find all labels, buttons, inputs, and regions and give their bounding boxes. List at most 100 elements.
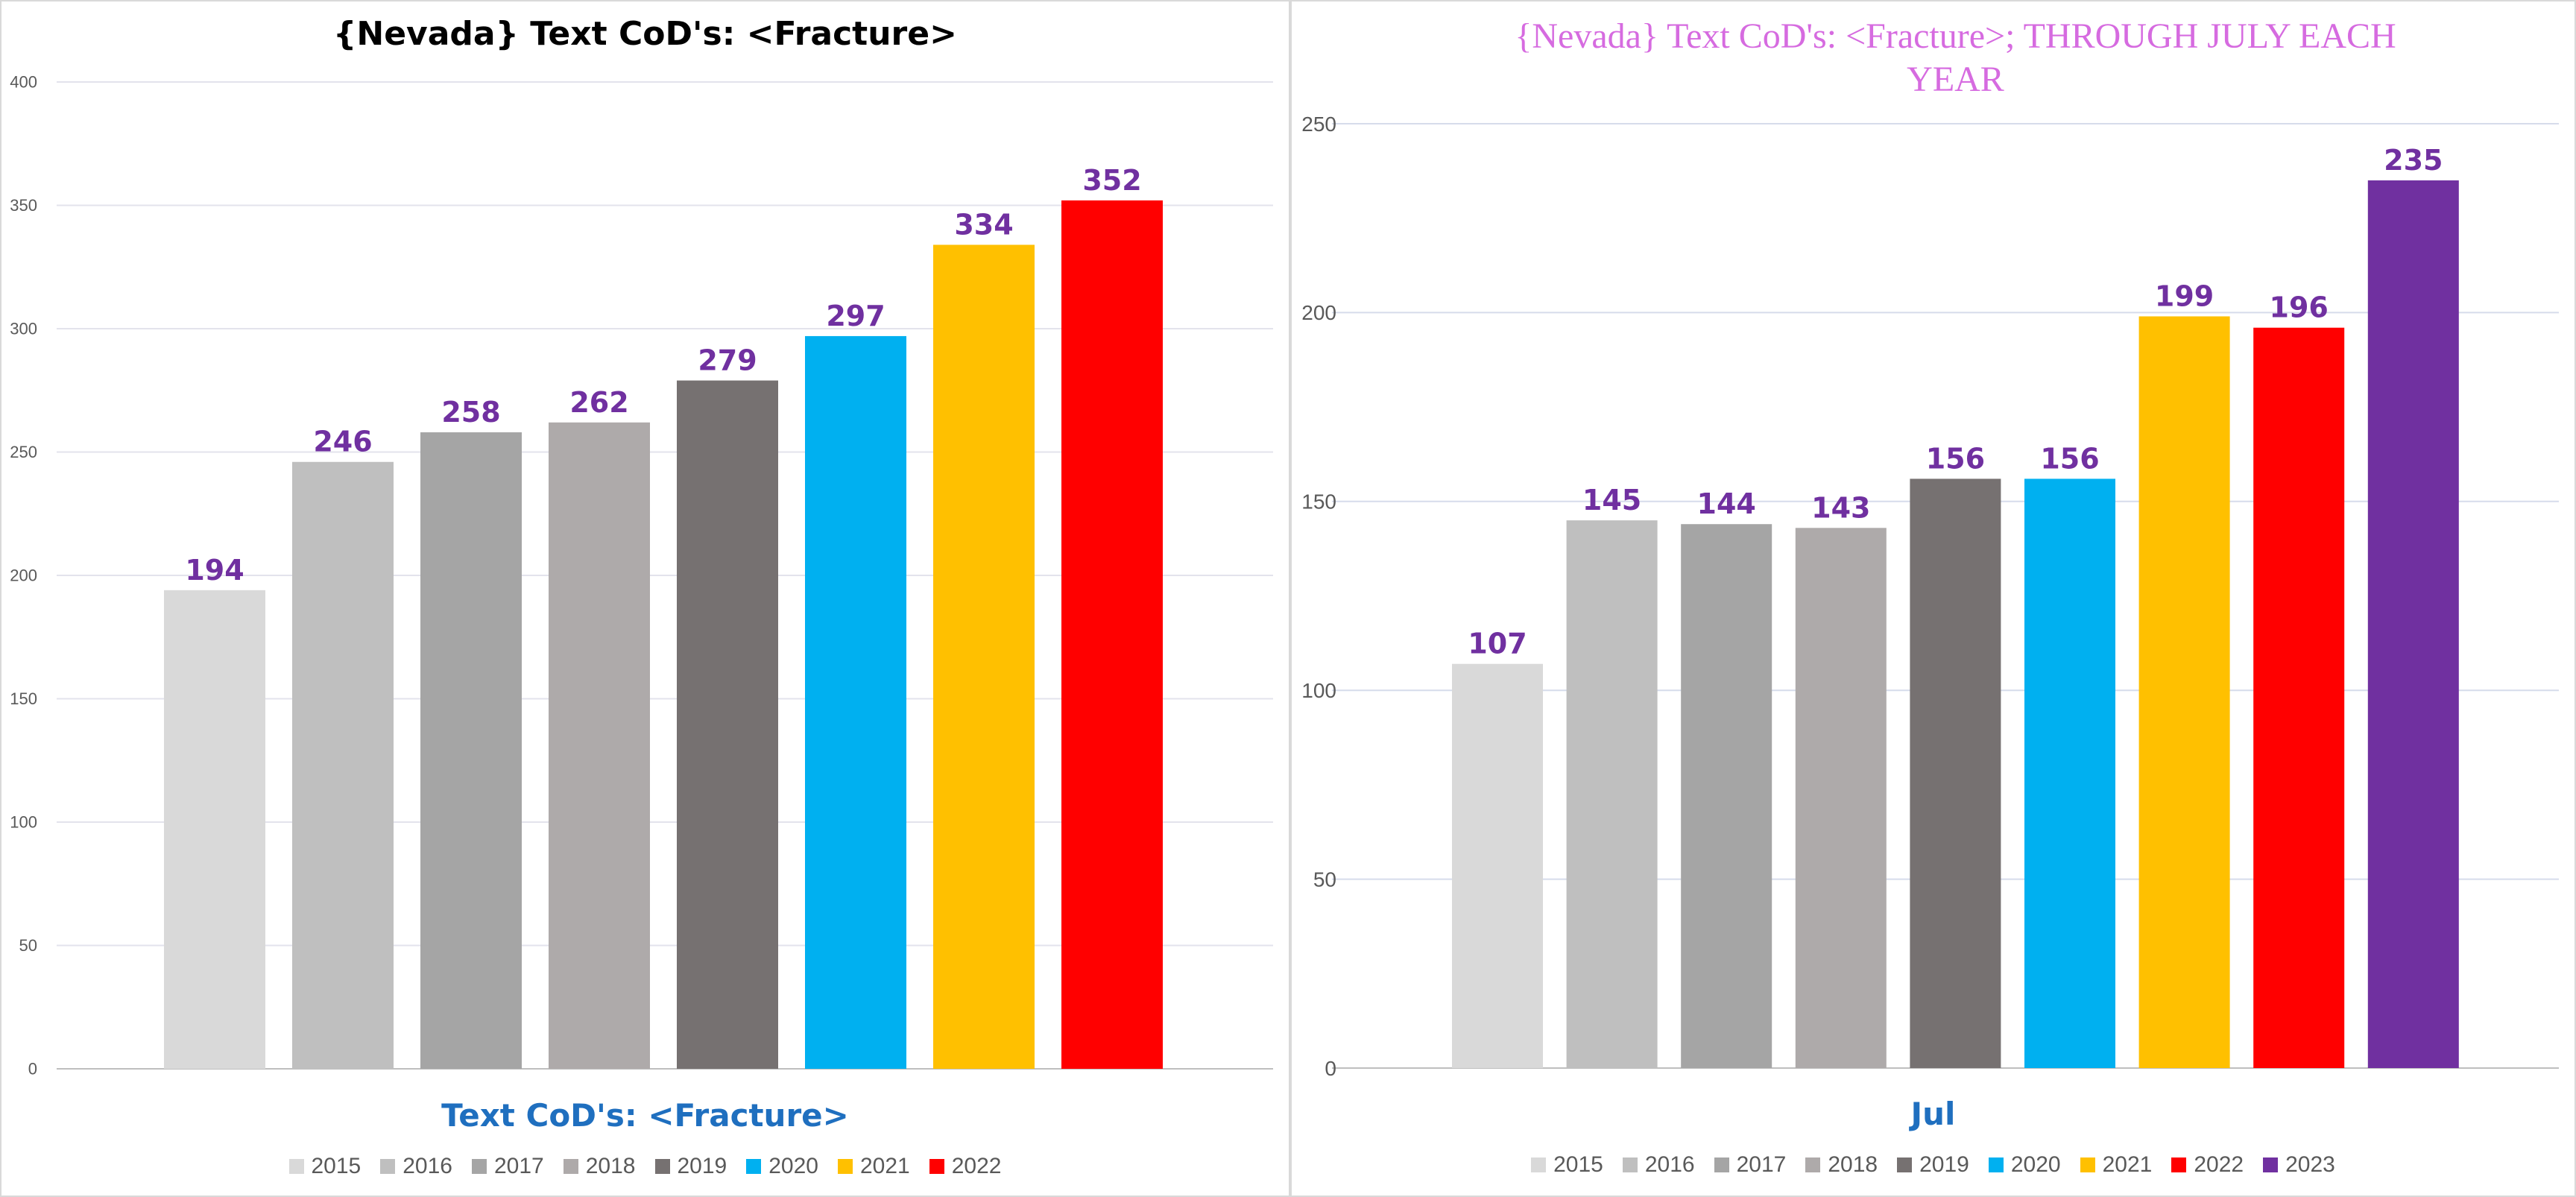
left-chart-plot: 0 50 100 150 200 250 300 350 400 194 246 258 262 279 2… xyxy=(10,73,1273,1078)
y-tick-label: 250 xyxy=(10,443,37,461)
legend-label: 2017 xyxy=(494,1154,544,1178)
left-chart-panel: {Nevada} Text CoD's: <Fracture> 0 50 100 15… xyxy=(0,0,1290,1197)
legend-item-2023: 2023 xyxy=(2263,1152,2335,1178)
data-label-2022: 352 xyxy=(1082,164,1141,197)
bar-2020 xyxy=(805,335,906,1069)
y-tick-label: 250 xyxy=(1301,113,1336,136)
data-label-2020: 297 xyxy=(826,300,885,332)
legend-swatch xyxy=(2171,1157,2187,1172)
legend-label: 2023 xyxy=(2285,1152,2335,1177)
legend-label: 2021 xyxy=(2102,1152,2153,1177)
bar-2017 xyxy=(420,432,522,1069)
bar-2020 xyxy=(2024,479,2115,1068)
legend-item-2018: 2018 xyxy=(1805,1152,1878,1178)
bar-2015 xyxy=(1452,663,1543,1068)
legend-swatch xyxy=(472,1159,487,1174)
legend-label: 2016 xyxy=(402,1154,452,1178)
bar-2021 xyxy=(2138,316,2230,1068)
data-label-2018: 262 xyxy=(569,386,628,419)
right-chart-xlabel: Jul xyxy=(1910,1096,1956,1132)
legend-swatch xyxy=(654,1159,670,1174)
legend-label: 2020 xyxy=(2010,1152,2061,1177)
bar-2023 xyxy=(2367,180,2459,1068)
data-label-2015: 194 xyxy=(185,554,244,587)
legend-swatch xyxy=(1805,1157,1821,1172)
y-tick-label: 150 xyxy=(1301,490,1336,514)
legend-swatch xyxy=(1988,1157,2004,1172)
legend-item-2016: 2016 xyxy=(380,1154,452,1179)
bar-2017 xyxy=(1681,524,1772,1068)
legend-item-2015: 2015 xyxy=(288,1154,361,1179)
y-tick-label: 0 xyxy=(1325,1057,1336,1080)
bar-2022 xyxy=(2253,327,2345,1068)
legend-label: 2019 xyxy=(677,1154,727,1178)
legend-swatch xyxy=(746,1159,762,1174)
legend-item-2017: 2017 xyxy=(472,1154,544,1179)
data-label-2021: 199 xyxy=(2155,279,2214,312)
legend-swatch xyxy=(1897,1157,1913,1172)
right-chart-legend: 2015 2016 2017 2018 2019 2020 2021 2022 2023 xyxy=(1292,1152,2575,1178)
legend-swatch xyxy=(2080,1157,2095,1172)
data-label-2017: 144 xyxy=(1697,487,1756,520)
legend-swatch xyxy=(838,1159,853,1174)
bar-2018 xyxy=(549,422,650,1069)
y-tick-label: 50 xyxy=(19,936,37,955)
legend-label: 2022 xyxy=(951,1154,1002,1178)
data-label-2023: 235 xyxy=(2384,144,2443,177)
right-chart-title: {Nevada} Text CoD's: <Fracture>; THROUGH… xyxy=(1515,16,2396,99)
bar-2016 xyxy=(292,461,394,1069)
legend-item-2021: 2021 xyxy=(838,1154,910,1179)
legend-item-2022: 2022 xyxy=(929,1154,1002,1179)
y-tick-label: 200 xyxy=(10,566,37,585)
legend-item-2022: 2022 xyxy=(2171,1152,2244,1178)
legend-swatch xyxy=(1622,1157,1638,1172)
legend-label: 2020 xyxy=(768,1154,818,1178)
y-tick-label: 100 xyxy=(1301,679,1336,702)
legend-item-2021: 2021 xyxy=(2080,1152,2153,1178)
data-label-2019: 279 xyxy=(698,344,757,377)
legend-swatch xyxy=(1714,1157,1729,1172)
data-label-2018: 143 xyxy=(1811,491,1870,524)
y-tick-label: 150 xyxy=(10,689,37,708)
legend-label: 2016 xyxy=(1644,1152,1695,1177)
y-tick-label: 400 xyxy=(10,73,37,92)
bar-2015 xyxy=(164,590,265,1069)
legend-item-2015: 2015 xyxy=(1531,1152,1603,1178)
bar-2019 xyxy=(677,380,778,1069)
legend-swatch xyxy=(2263,1157,2279,1172)
bar-2022 xyxy=(1061,200,1163,1069)
legend-item-2020: 2020 xyxy=(746,1154,818,1179)
legend-swatch xyxy=(1531,1157,1547,1172)
y-tick-label: 50 xyxy=(1313,868,1336,891)
legend-item-2019: 2019 xyxy=(1897,1152,1969,1178)
legend-label: 2018 xyxy=(1828,1152,1878,1177)
legend-label: 2019 xyxy=(1919,1152,1969,1177)
y-tick-label: 350 xyxy=(10,196,37,215)
data-label-2016: 246 xyxy=(313,426,372,458)
y-tick-label: 100 xyxy=(10,813,37,832)
data-label-2022: 196 xyxy=(2270,291,2329,324)
data-label-2017: 258 xyxy=(441,396,500,429)
legend-swatch xyxy=(380,1159,396,1174)
data-label-2015: 107 xyxy=(1468,628,1527,660)
legend-swatch xyxy=(563,1159,578,1174)
legend-label: 2022 xyxy=(2194,1152,2244,1177)
data-label-2021: 334 xyxy=(954,208,1013,241)
legend-item-2016: 2016 xyxy=(1622,1152,1695,1178)
left-chart-title: {Nevada} Text CoD's: <Fracture> xyxy=(333,15,957,53)
legend-label: 2021 xyxy=(860,1154,910,1178)
left-chart-legend: 2015 2016 2017 2018 2019 2020 2021 2022 xyxy=(1,1154,1289,1179)
left-chart-xlabel: Text CoD's: <Fracture> xyxy=(441,1097,849,1134)
y-tick-label: 200 xyxy=(1301,301,1336,324)
legend-label: 2015 xyxy=(1553,1152,1603,1177)
legend-item-2020: 2020 xyxy=(1988,1152,2061,1178)
legend-swatch xyxy=(288,1159,304,1174)
data-label-2016: 145 xyxy=(1582,484,1641,517)
bar-2016 xyxy=(1566,520,1658,1068)
legend-item-2017: 2017 xyxy=(1714,1152,1786,1178)
legend-swatch xyxy=(929,1159,944,1174)
right-chart-panel: {Nevada} Text CoD's: <Fracture>; THROUGH… xyxy=(1290,0,2576,1197)
right-chart-plot: 0 50 100 150 200 250 107 145 144 143 156 156 199 196 2… xyxy=(1301,113,2559,1080)
y-tick-label: 0 xyxy=(28,1060,37,1078)
bar-2018 xyxy=(1795,528,1887,1068)
